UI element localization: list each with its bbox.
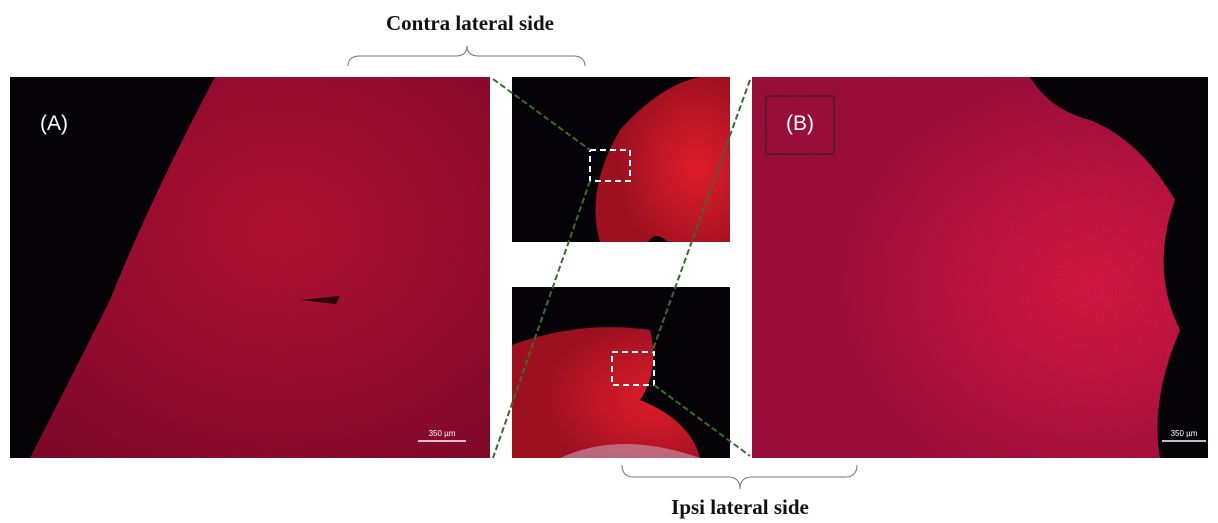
panel-a-image [10, 77, 490, 458]
panel-label: (B) [786, 112, 814, 135]
bottom-brace [622, 465, 857, 489]
panel-label: (A) [40, 112, 68, 135]
top-brace [348, 46, 585, 66]
figure: Contra lateral side (A) 350 µm (B) 350 µ… [0, 0, 1218, 523]
figure-canvas: Contra lateral side (A) 350 µm (B) 350 µ… [0, 0, 1218, 523]
top-label: Contra lateral side [386, 11, 554, 35]
center-top-image [512, 77, 730, 242]
bottom-label: Ipsi lateral side [671, 495, 809, 519]
scale-label: 350 µm [1171, 429, 1198, 438]
scale-label: 350 µm [429, 429, 456, 438]
panel-b-image [752, 77, 1208, 458]
